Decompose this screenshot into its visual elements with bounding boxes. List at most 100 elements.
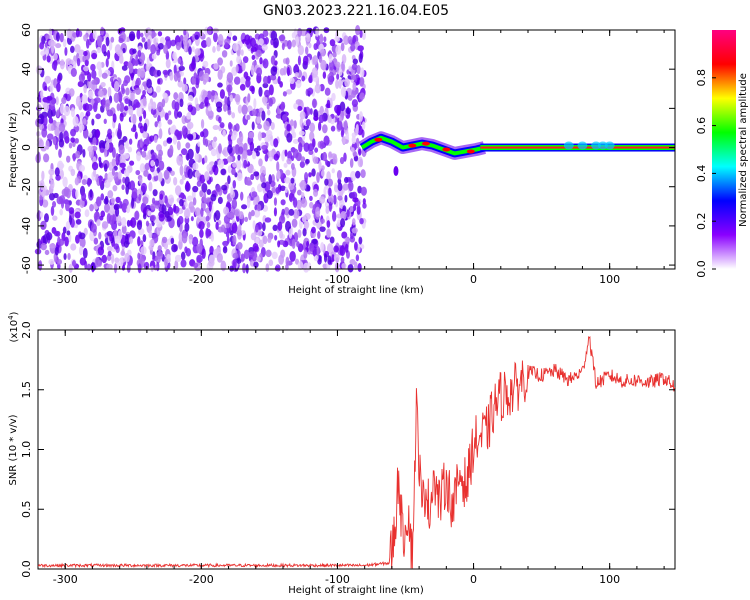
noise-blob [162,92,168,99]
noise-blob [140,182,147,193]
noise-blob [85,110,91,117]
noise-blob [268,150,273,158]
noise-blob [226,212,233,218]
noise-blob [292,138,299,144]
noise-blob [79,232,86,240]
noise-blob [155,85,161,93]
noise-blob [252,199,257,206]
noise-blob [136,106,143,118]
y-tick-label: 0.5 [20,501,33,519]
noise-blob [232,42,239,52]
noise-blob [289,250,296,262]
noise-blob [141,37,146,43]
noise-blob [41,128,48,138]
noise-blob [347,264,354,273]
noise-blob [161,204,167,215]
noise-blob [251,121,255,131]
noise-blob [288,228,293,239]
noise-blob [107,128,112,137]
colorbar-gradient [712,30,736,269]
noise-blob [180,259,187,268]
noise-blob [236,55,242,64]
noise-blob [278,254,285,265]
noise-blob [188,63,195,72]
noise-blob [98,160,102,168]
noise-blob [227,109,232,116]
noise-blob [139,67,146,78]
noise-blob [239,83,246,91]
noise-blob [299,161,305,168]
noise-blob [99,147,105,154]
noise-blob [342,87,346,98]
noise-blob [122,198,129,207]
noise-blob [264,153,269,162]
noise-blob [290,177,295,184]
noise-blob [220,224,226,233]
noise-blob [70,107,76,118]
noise-blob [315,27,320,37]
noise-blob [206,164,212,172]
noise-blob [74,137,79,144]
noise-blob [106,49,111,60]
noise-blob [39,211,44,219]
y-tick-label: -40 [20,217,33,235]
noise-blob [81,192,87,202]
noise-blob [285,89,293,95]
noise-blob [45,34,50,40]
noise-blob [173,72,179,82]
noise-blob [157,42,164,50]
noise-blob [229,60,233,67]
noise-blob [117,122,122,134]
noise-blob [361,121,366,130]
noise-blob [217,143,222,154]
noise-blob [188,201,195,212]
noise-blob [281,150,285,162]
noise-blob [336,107,341,116]
noise-blob [83,84,87,94]
noise-blob [44,42,48,48]
noise-blob [336,219,342,228]
noise-blob [58,148,62,158]
noise-blob [338,78,342,89]
noise-blob [142,213,147,220]
noise-blob [120,83,125,93]
noise-blob [180,148,188,156]
noise-blob [169,71,174,81]
noise-blob [146,57,150,67]
noise-blob [103,51,108,57]
noise-blob [156,101,164,112]
noise-blob [81,179,87,186]
noise-blob [196,243,203,254]
noise-blob [138,176,143,185]
noise-blob [206,188,212,195]
noise-blob [326,243,334,255]
noise-blob [173,64,177,75]
noise-blob [245,180,253,186]
noise-blob [137,45,142,52]
noise-blob [135,101,141,108]
noise-blob [179,198,184,207]
noise-blob [43,213,49,223]
noise-blob [322,151,328,162]
y-tick-label: 40 [20,62,33,76]
noise-blob [199,131,205,138]
noise-blob [158,128,163,139]
noise-blob [208,259,215,267]
noise-blob [106,109,114,117]
noise-blob [185,180,190,191]
noise-blob [147,38,151,50]
noise-blob [96,219,101,227]
noise-blob [67,252,71,261]
noise-blob [275,187,280,195]
noise-blob [358,111,363,122]
noise-blob [204,171,210,182]
x-tick-label: 100 [599,573,620,586]
noise-blob [320,59,327,71]
noise-blob [63,253,67,260]
noise-blob [74,177,80,186]
noise-blob [136,220,143,231]
noise-blob [64,46,68,56]
noise-blob [296,189,302,196]
noise-blob [136,151,142,162]
noise-blob [235,64,239,73]
